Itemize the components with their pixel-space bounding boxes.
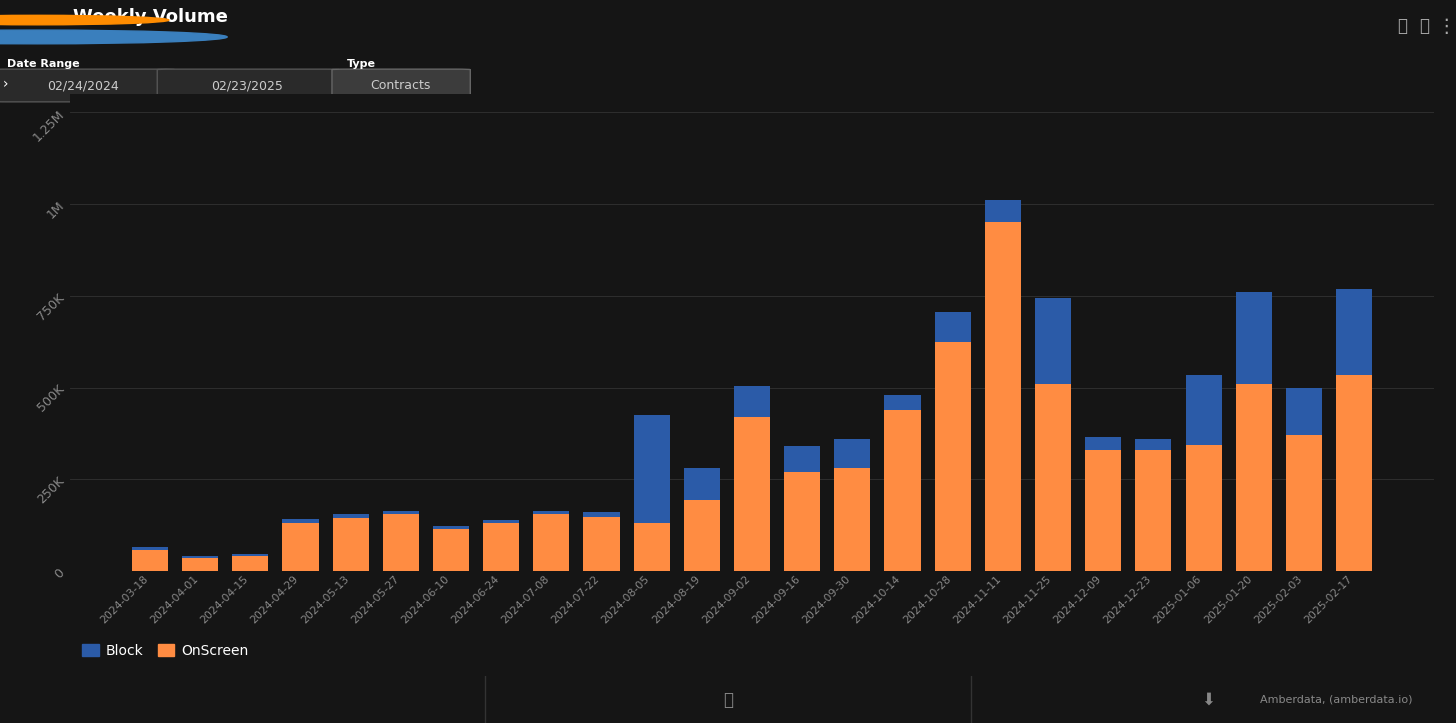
Bar [483, 520, 520, 523]
Bar [734, 386, 770, 417]
Bar [633, 523, 670, 571]
Bar [1035, 298, 1072, 384]
Bar [1136, 450, 1172, 571]
Circle shape [0, 15, 169, 25]
Bar [233, 554, 268, 556]
Bar [1337, 288, 1372, 375]
Text: 🔖: 🔖 [1398, 17, 1406, 35]
FancyBboxPatch shape [332, 69, 470, 102]
Bar [1236, 292, 1271, 384]
Bar [132, 550, 167, 571]
Text: ⬇: ⬇ [1201, 690, 1216, 709]
Bar [584, 513, 620, 517]
Bar [1185, 445, 1222, 571]
Bar [1085, 437, 1121, 450]
Bar [684, 500, 719, 571]
Text: 02/24/2024: 02/24/2024 [47, 79, 119, 92]
Text: 02/23/2025: 02/23/2025 [211, 79, 284, 92]
Bar [182, 558, 218, 571]
Bar [734, 417, 770, 571]
Bar [834, 439, 871, 469]
Text: ⓘ: ⓘ [1420, 17, 1428, 35]
Bar [282, 519, 319, 523]
Bar [383, 514, 419, 571]
Bar [633, 415, 670, 523]
Circle shape [0, 30, 227, 44]
Bar [935, 312, 971, 342]
FancyBboxPatch shape [0, 69, 175, 102]
Bar [1085, 450, 1121, 571]
Bar [432, 526, 469, 529]
Bar [834, 469, 871, 571]
Bar [1035, 384, 1072, 571]
Text: Type: Type [347, 59, 376, 69]
Text: Contracts: Contracts [370, 79, 431, 92]
FancyBboxPatch shape [157, 69, 339, 102]
Text: Amberdata, (amberdata.io): Amberdata, (amberdata.io) [1259, 695, 1412, 704]
Bar [785, 446, 820, 472]
Text: ⋮: ⋮ [1436, 17, 1456, 36]
Text: SOL: SOL [73, 31, 100, 45]
Text: 📷: 📷 [724, 690, 732, 709]
Bar [182, 557, 218, 558]
Bar [984, 200, 1021, 223]
Bar [383, 510, 419, 514]
Text: Date Range: Date Range [7, 59, 80, 69]
Bar [533, 514, 569, 571]
Text: Weekly Volume: Weekly Volume [73, 8, 227, 26]
Bar [432, 529, 469, 571]
Bar [332, 513, 368, 518]
Bar [884, 395, 920, 410]
Bar [1286, 388, 1322, 435]
Bar [884, 410, 920, 571]
Legend: Block, OnScreen: Block, OnScreen [77, 638, 253, 663]
Bar [533, 510, 569, 514]
Bar [282, 523, 319, 571]
Bar [332, 518, 368, 571]
Bar [984, 223, 1021, 571]
Bar [1185, 375, 1222, 445]
Bar [132, 547, 167, 550]
Text: ›: › [3, 77, 9, 91]
Bar [1136, 439, 1172, 450]
Bar [785, 472, 820, 571]
Bar [1236, 384, 1271, 571]
Bar [935, 342, 971, 571]
Bar [584, 517, 620, 571]
Bar [684, 469, 719, 500]
Bar [483, 523, 520, 571]
Bar [233, 556, 268, 571]
Bar [1337, 375, 1372, 571]
Bar [1286, 435, 1322, 571]
